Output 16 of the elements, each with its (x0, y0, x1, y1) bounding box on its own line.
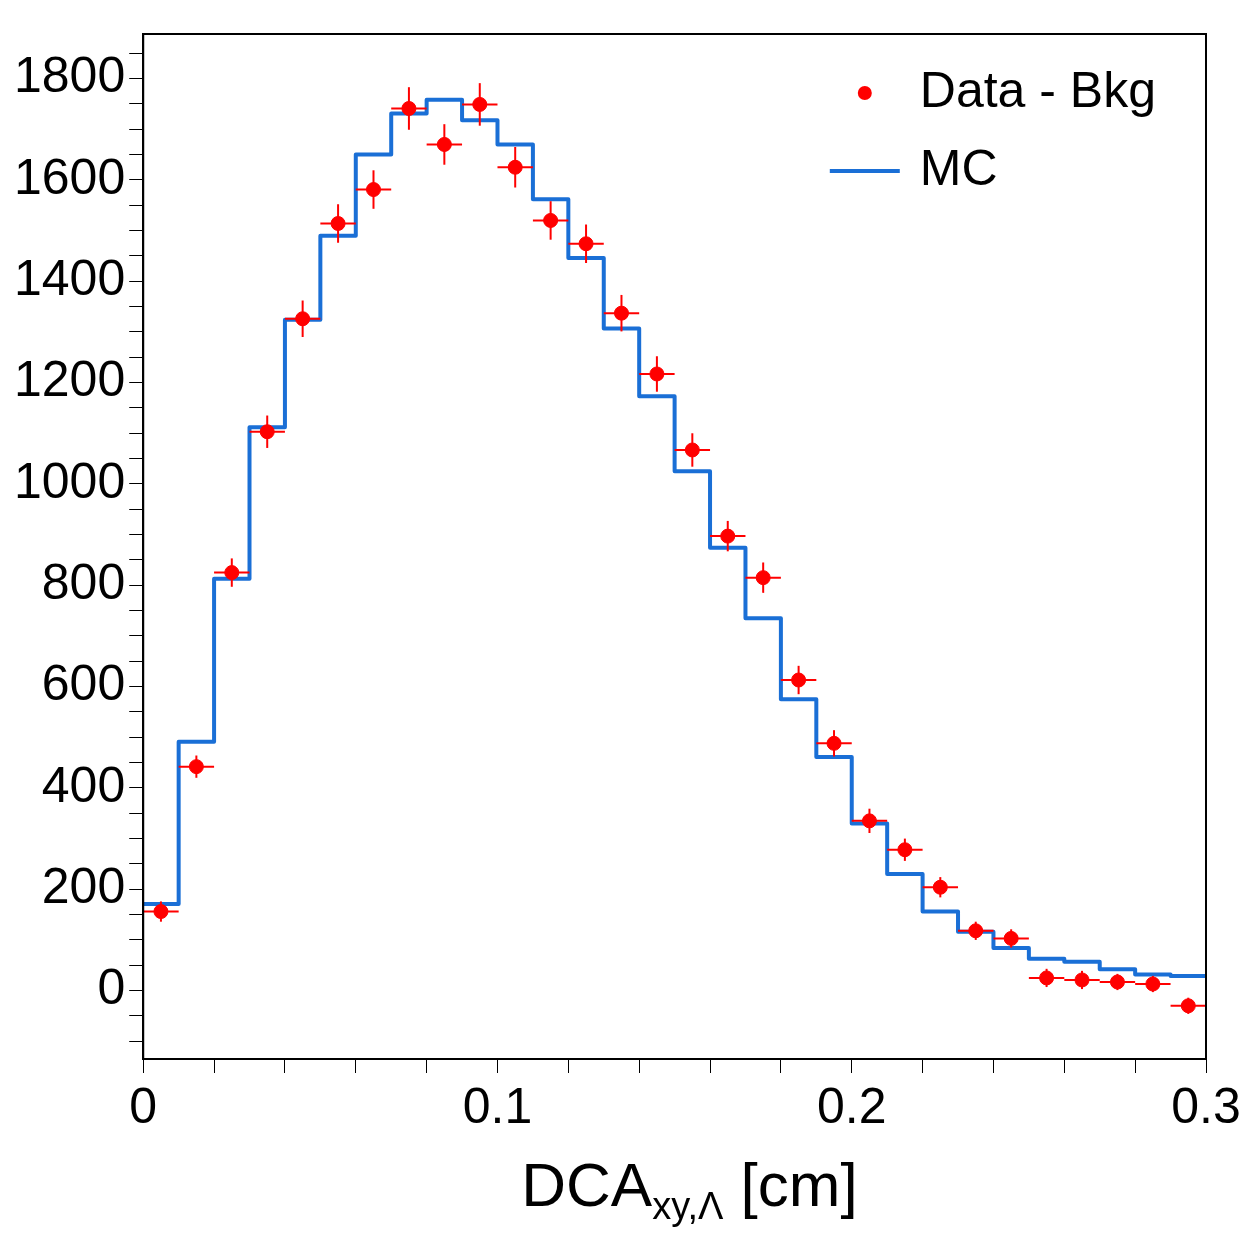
legend-label: Data - Bkg (919, 61, 1157, 118)
x-tick-label: 0.1 (462, 1077, 533, 1134)
y-tick-label: 1000 (14, 452, 126, 509)
y-tick-label: 600 (41, 655, 126, 712)
y-tick-label: 800 (41, 554, 126, 611)
y-tick-label: 0 (97, 959, 126, 1016)
x-tick-label: 0.2 (816, 1077, 887, 1134)
y-tick-label: 1400 (14, 250, 126, 307)
x-axis-title: DCA$_{xy,Λ}$ [cm] (520, 1150, 859, 1230)
y-tick-label: 400 (41, 756, 126, 813)
x-tick-label: 0.3 (1171, 1077, 1241, 1134)
y-tick-label: 200 (41, 858, 126, 915)
legend-label: MC (919, 139, 998, 196)
y-tick-label: 1600 (14, 148, 126, 205)
y-tick-label: 1200 (14, 351, 126, 408)
y-tick-label: 1800 (14, 47, 126, 104)
